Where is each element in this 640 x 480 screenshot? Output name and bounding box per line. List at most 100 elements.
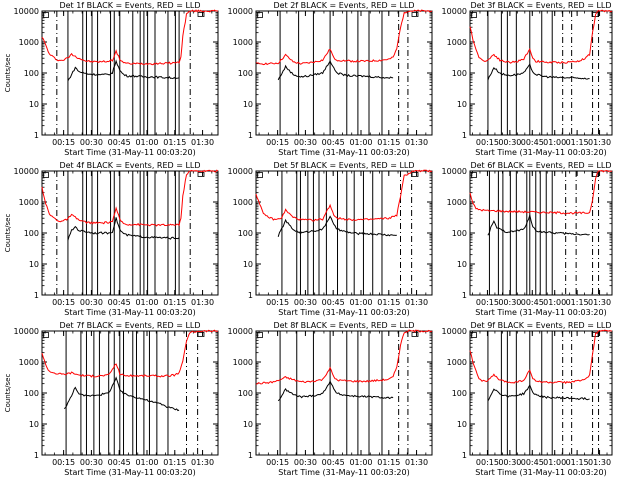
x-tick-label: 01:30 [191,298,214,307]
x-axis-label: Start Time (31-May-11 00:03:20) [64,148,195,157]
x-tick-label: 00:45 [521,298,544,307]
corner-marker [471,172,477,178]
y-tick-label: 1000 [233,38,253,47]
x-axis-label: Start Time (31-May-11 00:03:20) [278,308,409,317]
y-tick-label: 10000 [14,327,39,336]
y-tick-label: 10 [457,100,467,109]
x-tick-label: 00:45 [108,138,131,147]
corner-marker [257,172,263,178]
lld-rate-line [255,9,433,66]
panel-det-6: Det 6f BLACK = Events, RED = LLD 1 10 100 10… [442,161,613,317]
y-tick-label: 10000 [442,327,467,336]
y-tick-label: 10000 [442,7,467,16]
lld-rate-line [255,169,433,222]
x-tick-label: 00:45 [322,138,345,147]
x-axis-label: Start Time (31-May-11 00:03:20) [475,468,606,477]
x-tick-label: 01:15 [163,298,186,307]
y-tick-label: 10 [457,260,467,269]
y-tick-label: 1 [462,131,467,140]
y-tick-label: 10000 [228,167,253,176]
lld-rate-line [41,329,219,378]
y-tick-label: 1000 [447,38,467,47]
corner-marker [471,332,477,338]
corner-marker [411,332,419,337]
corner-marker [411,172,419,177]
panel-det-9: Det 9f BLACK = Events, RED = LLD 1 10 100 10… [442,321,613,477]
y-tick-label: 10 [243,100,253,109]
corner-marker [591,172,599,177]
y-axis-label: Counts/sec [4,374,12,413]
y-tick-label: 10000 [14,167,39,176]
x-tick-label: 01:15 [566,458,589,467]
y-tick-label: 1 [248,131,253,140]
x-tick-label: 01:30 [405,298,428,307]
x-tick-label: 00:30 [80,458,103,467]
corner-marker [43,172,49,178]
y-tick-label: 100 [452,229,467,238]
y-tick-label: 1000 [19,358,39,367]
events-rate-line [487,383,590,402]
x-tick-label: 00:15 [476,458,499,467]
x-tick-label: 00:45 [322,298,345,307]
x-tick-label: 01:30 [588,138,611,147]
y-tick-label: 1000 [447,198,467,207]
corner-marker [197,12,205,17]
x-tick-label: 00:30 [80,298,103,307]
x-tick-label: 01:30 [191,458,214,467]
x-tick-label: 01:15 [377,298,400,307]
y-tick-label: 10000 [442,167,467,176]
y-tick-label: 1000 [19,198,39,207]
plot-frame [41,330,219,456]
corner-marker [197,332,205,337]
y-tick-label: 1000 [233,198,253,207]
panel-det-3: Det 3f BLACK = Events, RED = LLD 1 10 100 10… [442,1,613,157]
y-tick-label: 100 [238,389,253,398]
lld-rate-line [469,9,613,64]
x-tick-label: 01:00 [135,458,158,467]
x-tick-label: 01:00 [135,138,158,147]
x-tick-label: 00:45 [521,458,544,467]
panel-det-2: Det 2f BLACK = Events, RED = LLD 1 10 100 10… [228,1,433,157]
y-axis-label: Counts/sec [4,54,12,93]
plot-frame [469,330,613,456]
corner-marker [43,12,49,18]
x-tick-label: 01:30 [588,298,611,307]
x-tick-label: 00:30 [294,138,317,147]
y-tick-label: 10000 [228,327,253,336]
x-tick-label: 00:45 [108,458,131,467]
corner-marker [471,12,477,18]
y-tick-label: 10 [243,420,253,429]
y-tick-label: 1 [248,291,253,300]
x-tick-label: 01:30 [405,138,428,147]
x-tick-label: 00:45 [521,138,544,147]
x-axis-label: Start Time (31-May-11 00:03:20) [64,468,195,477]
y-tick-label: 1000 [19,38,39,47]
panel-title: Det 9f BLACK = Events, RED = LLD [470,321,611,330]
x-tick-label: 00:15 [266,138,289,147]
x-tick-label: 00:30 [294,298,317,307]
y-tick-label: 100 [238,229,253,238]
y-tick-label: 100 [24,229,39,238]
y-tick-label: 1 [34,131,39,140]
corner-marker [43,332,49,338]
panel-det-5: Det 5f BLACK = Events, RED = LLD 1 10 100 10… [228,161,433,317]
x-tick-label: 00:15 [52,298,75,307]
x-tick-label: 00:15 [266,458,289,467]
events-rate-line [67,217,180,241]
y-tick-label: 1 [34,451,39,460]
y-tick-label: 10 [29,260,39,269]
y-tick-label: 10 [457,420,467,429]
y-tick-label: 1000 [233,358,253,367]
y-tick-label: 1 [462,291,467,300]
x-axis-label: Start Time (31-May-11 00:03:20) [278,148,409,157]
corner-marker [257,332,263,338]
panel-title: Det 2f BLACK = Events, RED = LLD [273,1,414,10]
y-tick-label: 10000 [228,7,253,16]
x-axis-label: Start Time (31-May-11 00:03:20) [475,308,606,317]
y-tick-label: 100 [238,69,253,78]
x-tick-label: 01:00 [543,138,566,147]
panel-det-7: Det 7f BLACK = Events, RED = LLD 1 10 100 10… [4,321,219,477]
panel-det-8: Det 8f BLACK = Events, RED = LLD 1 10 100 10… [228,321,433,477]
panel-det-4: Det 4f BLACK = Events, RED = LLD 1 10 100 10… [4,161,219,317]
y-tick-label: 100 [452,69,467,78]
